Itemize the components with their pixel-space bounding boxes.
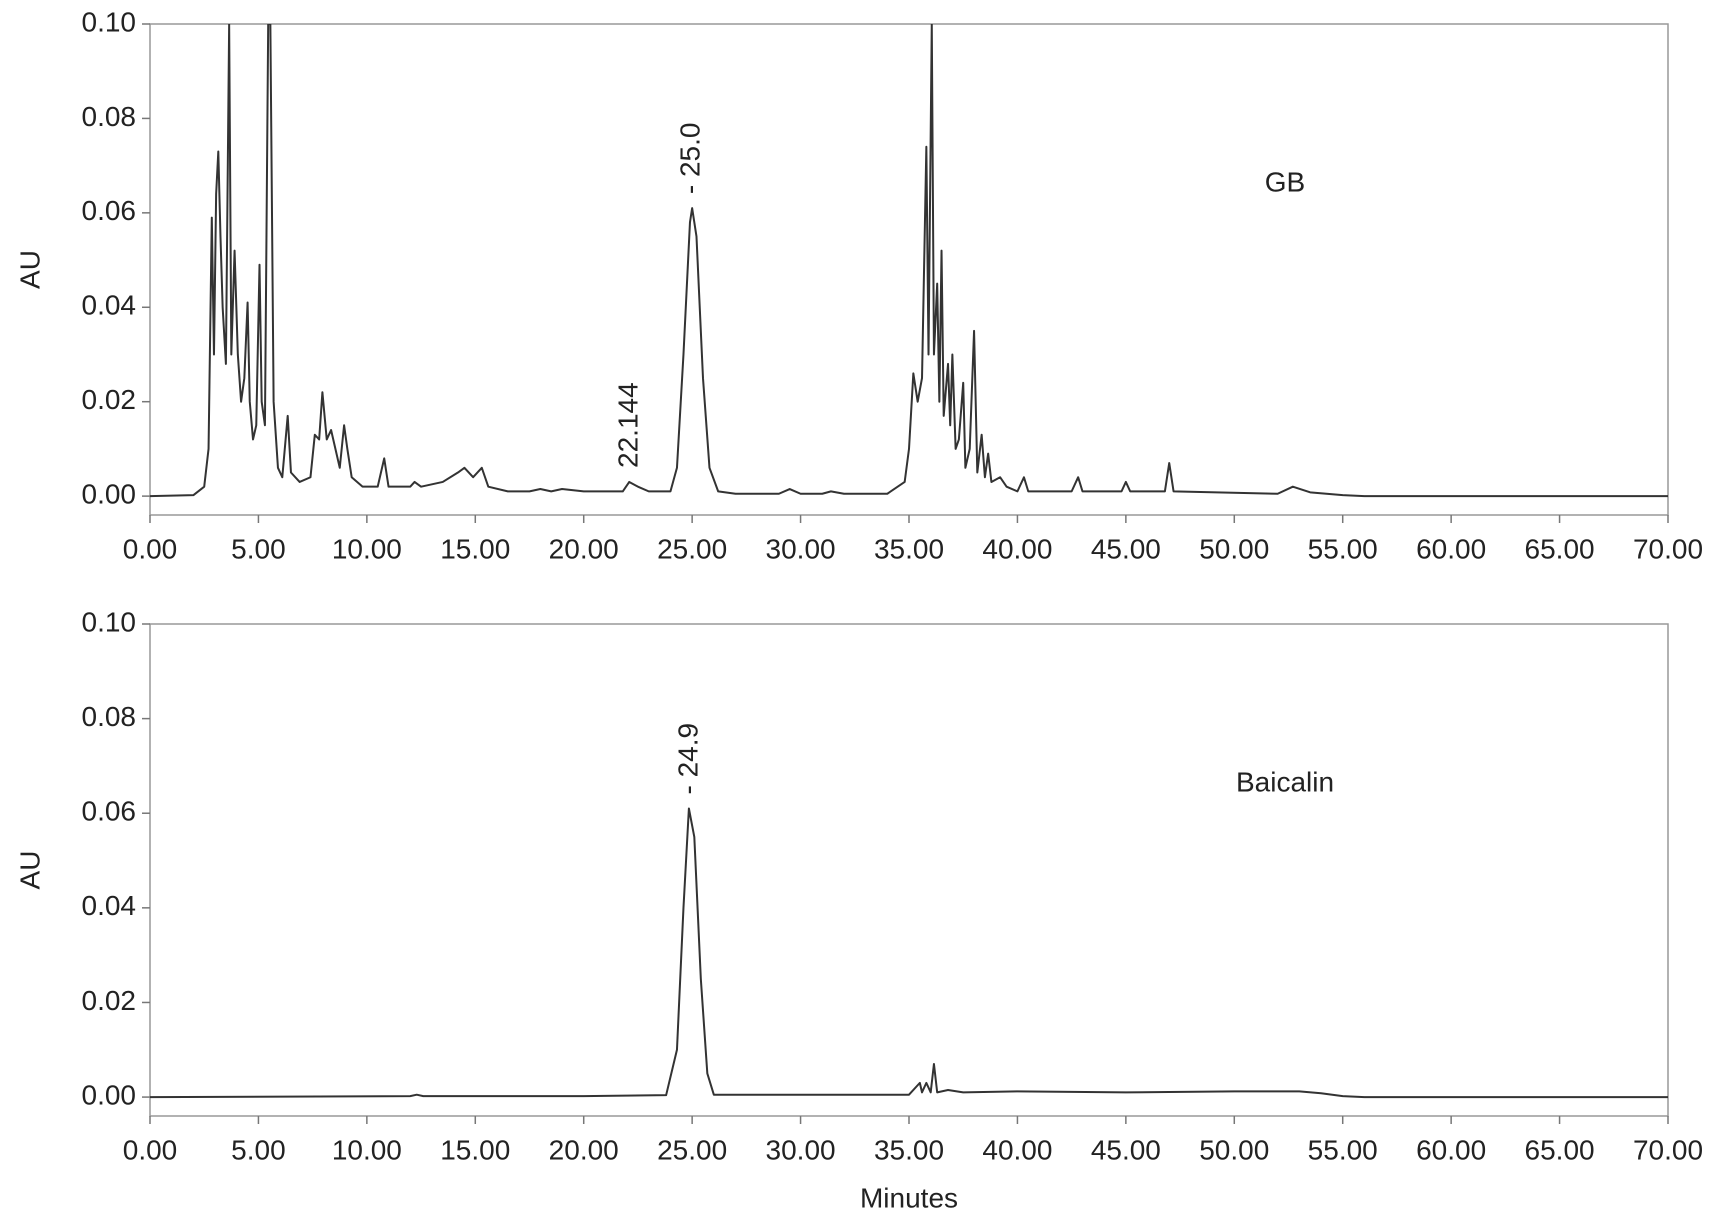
x-tick-label: 45.00	[1091, 1134, 1161, 1165]
x-tick-label: 45.00	[1091, 533, 1161, 564]
x-tick-label: 30.00	[766, 1134, 836, 1165]
x-tick-label: 5.00	[231, 533, 286, 564]
y-axis-label: AU	[14, 250, 45, 289]
x-tick-label: 40.00	[982, 533, 1052, 564]
x-tick-label: 15.00	[440, 1134, 510, 1165]
y-tick-label: 0.00	[82, 1079, 137, 1110]
y-tick-label: 0.00	[82, 479, 137, 510]
plot-frame	[149, 623, 1669, 1117]
x-tick-label: 0.00	[123, 533, 178, 564]
y-tick-label: 0.08	[82, 101, 137, 132]
x-tick-label: 35.00	[874, 533, 944, 564]
peak-label: 22.144	[613, 382, 644, 468]
x-tick-label: 0.00	[123, 1134, 178, 1165]
x-tick-label: 35.00	[874, 1134, 944, 1165]
trace-label: Baicalin	[1236, 766, 1334, 797]
x-tick-label: 30.00	[766, 533, 836, 564]
y-tick-label: 0.08	[82, 701, 137, 732]
x-tick-label: 40.00	[982, 1134, 1052, 1165]
y-tick-label: 0.04	[82, 290, 137, 321]
trace	[150, 24, 1668, 498]
x-tick-label: 10.00	[332, 1134, 402, 1165]
x-tick-label: 50.00	[1199, 1134, 1269, 1165]
x-tick-label: 25.00	[657, 533, 727, 564]
y-tick-label: 0.06	[82, 195, 137, 226]
x-axis-label: Minutes	[860, 1182, 958, 1213]
x-tick-label: 10.00	[332, 533, 402, 564]
peak-label: - 24.9	[672, 723, 703, 795]
y-tick-label: 0.02	[82, 384, 137, 415]
x-tick-label: 65.00	[1525, 533, 1595, 564]
y-tick-label: 0.06	[82, 796, 137, 827]
peak-label: - 25.0	[675, 123, 706, 195]
x-tick-label: 70.00	[1633, 533, 1703, 564]
x-tick-label: 65.00	[1525, 1134, 1595, 1165]
x-tick-label: 20.00	[549, 533, 619, 564]
trace-label: GB	[1265, 166, 1305, 197]
x-tick-label: 5.00	[231, 1134, 286, 1165]
x-tick-label: 55.00	[1308, 533, 1378, 564]
y-axis-label: AU	[14, 851, 45, 890]
trace	[150, 807, 1668, 1099]
x-tick-label: 70.00	[1633, 1134, 1703, 1165]
y-tick-label: 0.10	[82, 6, 137, 37]
x-tick-label: 15.00	[440, 533, 510, 564]
x-tick-label: 20.00	[549, 1134, 619, 1165]
x-tick-label: 25.00	[657, 1134, 727, 1165]
y-tick-label: 0.10	[82, 606, 137, 637]
x-tick-label: 55.00	[1308, 1134, 1378, 1165]
x-tick-label: 60.00	[1416, 533, 1486, 564]
y-tick-label: 0.04	[82, 890, 137, 921]
y-tick-label: 0.02	[82, 985, 137, 1016]
x-tick-label: 50.00	[1199, 533, 1269, 564]
x-tick-label: 60.00	[1416, 1134, 1486, 1165]
